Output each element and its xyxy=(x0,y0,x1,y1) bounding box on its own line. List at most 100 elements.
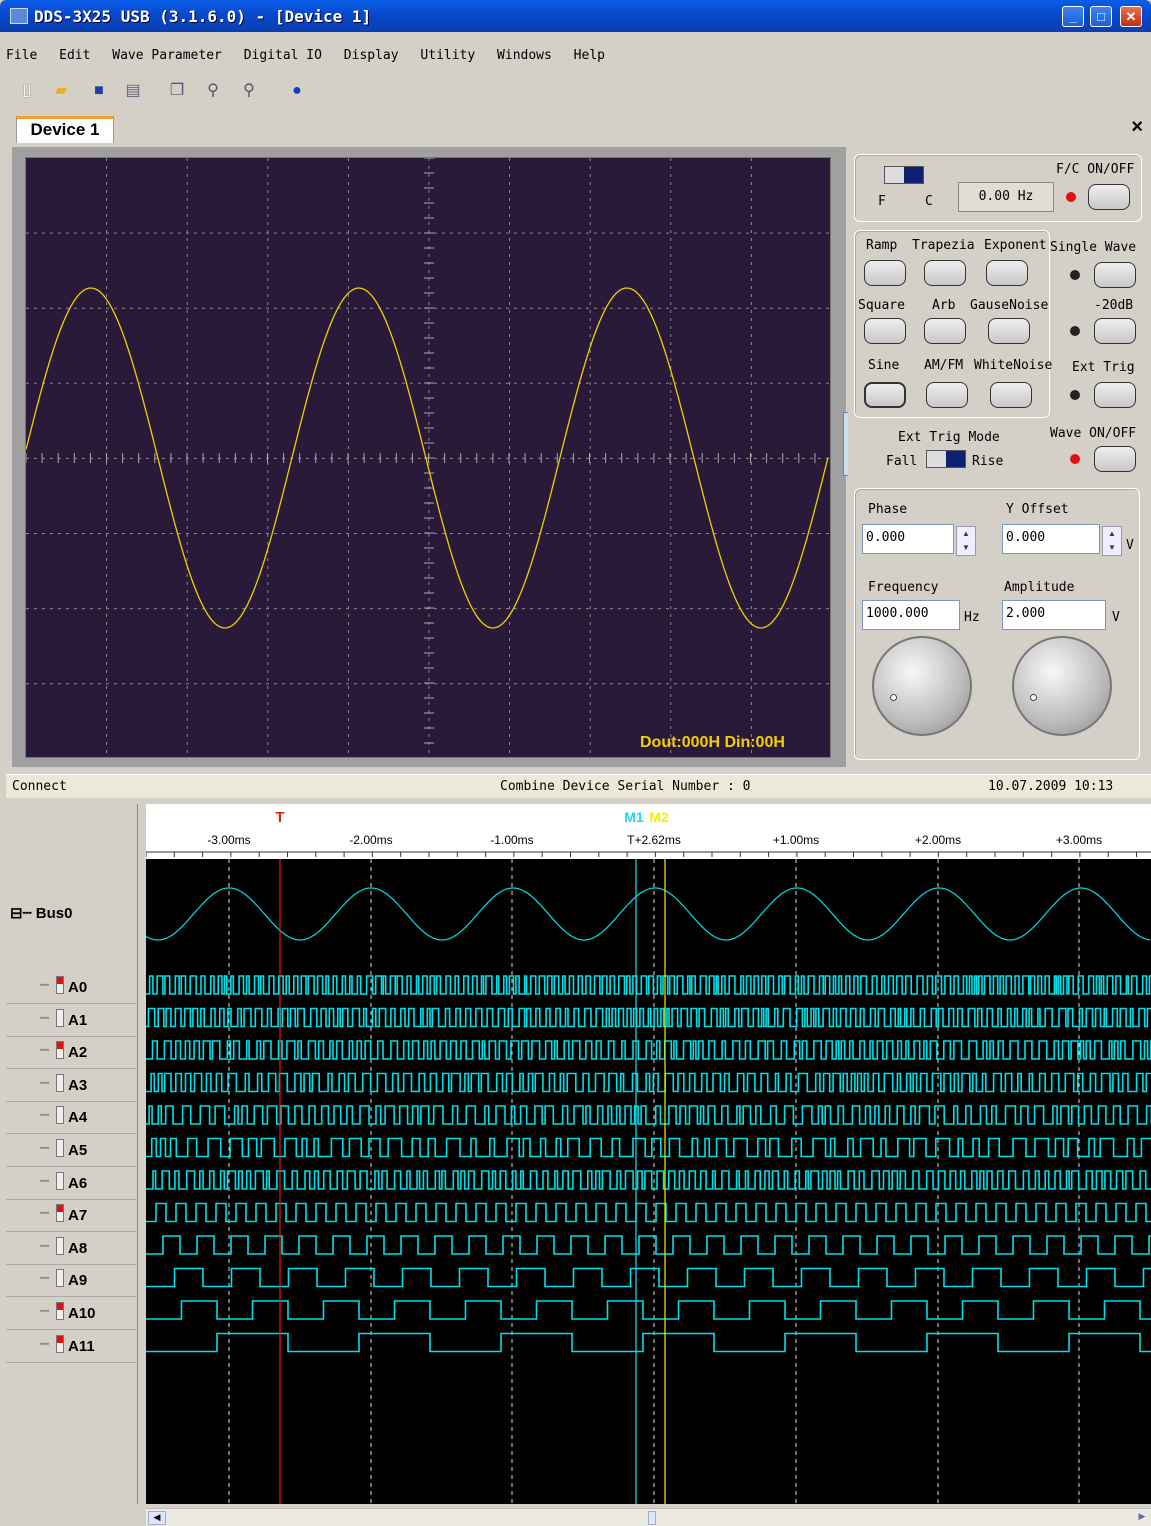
menu-edit[interactable]: Edit xyxy=(59,48,91,63)
horizontal-scrollbar[interactable]: ◀ ▶ xyxy=(146,1508,1151,1526)
single-wave-label: Single Wave xyxy=(1050,240,1137,255)
channel-row-a7[interactable]: ┄ A7 xyxy=(6,1200,138,1233)
channel-row-a9[interactable]: ┄ A9 xyxy=(6,1265,138,1298)
channel-flag-icon[interactable] xyxy=(56,1139,64,1157)
menu-display[interactable]: Display xyxy=(343,48,399,63)
close-tab-icon[interactable]: × xyxy=(1131,116,1143,138)
help-icon[interactable]: ● xyxy=(292,82,302,99)
menu-digital-io[interactable]: Digital IO xyxy=(243,48,322,63)
control-panel: F C 0.00 Hz F/C ON/OFF Ramp Trapezia Exp… xyxy=(848,148,1148,768)
wave-gausenoise-label: GauseNoise xyxy=(970,298,1049,313)
menu-wave-parameter[interactable]: Wave Parameter xyxy=(112,48,222,63)
fc-onoff-button[interactable] xyxy=(1088,184,1130,210)
menu-help[interactable]: Help xyxy=(573,48,605,63)
arb-button[interactable] xyxy=(924,318,966,344)
channel-flag-icon[interactable] xyxy=(56,1334,64,1353)
channel-row-a10[interactable]: ┄ A10 xyxy=(6,1298,138,1330)
status-connect: Connect xyxy=(12,779,67,794)
channel-trace-a11 xyxy=(146,1332,1151,1353)
channel-flag-icon[interactable] xyxy=(56,1106,64,1125)
amplitude-knob[interactable] xyxy=(1012,636,1112,736)
single-wave-button[interactable] xyxy=(1094,262,1136,288)
menu-utility[interactable]: Utility xyxy=(420,48,476,63)
channel-flag-icon[interactable] xyxy=(56,1236,64,1255)
wave-onoff-label: Wave ON/OFF xyxy=(1050,426,1137,441)
wave-amfm-label: AM/FM xyxy=(924,358,964,373)
new-icon[interactable]: ▯ xyxy=(22,82,32,99)
maximize-button[interactable]: □ xyxy=(1090,6,1112,27)
channel-label: A6 xyxy=(68,1174,88,1192)
yoffset-spinner[interactable]: ▲ ▼ xyxy=(1102,526,1122,556)
channel-trace-a1 xyxy=(146,1007,1151,1028)
ruler-tick-label: T+2.62ms xyxy=(627,833,681,847)
channel-row-a5[interactable]: ┄ A5 xyxy=(6,1135,138,1167)
amplitude-field[interactable]: 2.000 xyxy=(1002,600,1106,630)
rise-label: Rise xyxy=(972,454,1004,469)
channel-flag-icon[interactable] xyxy=(56,1302,64,1320)
channel-flag-icon[interactable] xyxy=(56,1171,64,1190)
square-button[interactable] xyxy=(864,318,906,344)
wave-trapezia-label: Trapezia xyxy=(912,238,975,253)
ext-trig-mode-switch[interactable] xyxy=(926,450,966,468)
frequency-label: Frequency xyxy=(868,580,939,595)
fc-toggle-switch[interactable] xyxy=(884,166,924,184)
wave-exponent-label: Exponent xyxy=(984,238,1047,253)
minimize-button[interactable]: _ xyxy=(1062,6,1084,27)
ramp-button[interactable] xyxy=(864,260,906,286)
scroll-right-button[interactable]: ▶ xyxy=(1138,1511,1146,1521)
channel-row-a8[interactable]: ┄ A8 xyxy=(6,1233,138,1265)
channel-row-a3[interactable]: ┄ A3 xyxy=(6,1070,138,1102)
whitenoise-button[interactable] xyxy=(990,382,1032,408)
phase-label: Phase xyxy=(868,502,908,517)
channel-label: A10 xyxy=(68,1305,96,1322)
channel-row-a6[interactable]: ┄ A6 xyxy=(6,1168,138,1200)
open-icon[interactable]: ▰ xyxy=(54,82,68,99)
frequency-knob[interactable] xyxy=(872,636,972,736)
window-title: DDS-3X25 USB (3.1.6.0) - [Device 1] xyxy=(34,7,372,26)
gausenoise-button[interactable] xyxy=(988,318,1030,344)
sine-button[interactable] xyxy=(864,382,906,408)
tab-device-1[interactable]: Device 1 xyxy=(16,116,114,143)
print-icon[interactable]: ▤ xyxy=(125,82,141,99)
fc-onoff-label: F/C ON/OFF xyxy=(1056,162,1135,177)
channel-label: A2 xyxy=(68,1044,88,1062)
channel-flag-icon[interactable] xyxy=(56,1073,64,1092)
frequency-field[interactable]: 1000.000 xyxy=(862,600,960,630)
amfm-button[interactable] xyxy=(926,382,968,408)
channel-flag-icon[interactable] xyxy=(56,1008,64,1027)
channel-flag-icon[interactable] xyxy=(56,976,64,994)
logic-waveform-area xyxy=(145,804,1151,1504)
status-datetime: 10.07.2009 10:13 xyxy=(988,779,1114,794)
zoom-in-icon[interactable]: ⚲ xyxy=(207,82,219,99)
save-icon[interactable]: ■ xyxy=(94,82,104,99)
channel-flag-icon[interactable] xyxy=(56,1204,64,1223)
scroll-thumb[interactable] xyxy=(648,1511,656,1525)
close-button[interactable]: ✕ xyxy=(1120,6,1142,27)
wave-onoff-button[interactable] xyxy=(1094,446,1136,472)
scroll-left-button[interactable]: ◀ xyxy=(148,1511,166,1525)
dout-din-readout: Dout:000H Din:00H xyxy=(640,734,785,751)
channel-flag-icon[interactable] xyxy=(56,1041,64,1060)
channel-row-a11[interactable]: ┄ A11 xyxy=(6,1331,138,1363)
channel-row-a0[interactable]: ┄ A0 xyxy=(6,972,138,1004)
ext-trig-button[interactable] xyxy=(1094,382,1136,408)
phase-field[interactable]: 0.000 xyxy=(862,524,954,554)
yoffset-field[interactable]: 0.000 xyxy=(1002,524,1100,554)
exponent-button[interactable] xyxy=(986,260,1028,286)
marker-t-label: T xyxy=(275,809,284,826)
minus20db-button[interactable] xyxy=(1094,318,1136,344)
menu-file[interactable]: File xyxy=(6,48,38,63)
channel-row-a1[interactable]: ┄ A1 xyxy=(6,1005,138,1037)
channel-flag-icon[interactable] xyxy=(56,1269,64,1288)
channel-row-a4[interactable]: ┄ A4 xyxy=(6,1102,138,1135)
channel-row-a2[interactable]: ┄ A2 xyxy=(6,1037,138,1070)
copy-icon[interactable]: ❐ xyxy=(169,82,185,99)
menu-windows[interactable]: Windows xyxy=(497,48,552,63)
channel-label: A4 xyxy=(68,1109,88,1127)
zoom-out-icon[interactable]: ⚲ xyxy=(243,82,255,99)
bus0-label[interactable]: ⊟┄ Bus0 xyxy=(10,905,73,922)
wave-sine-label: Sine xyxy=(868,358,900,373)
phase-spinner[interactable]: ▲ ▼ xyxy=(956,526,976,556)
trapezia-button[interactable] xyxy=(924,260,966,286)
channel-label: A9 xyxy=(68,1272,88,1290)
